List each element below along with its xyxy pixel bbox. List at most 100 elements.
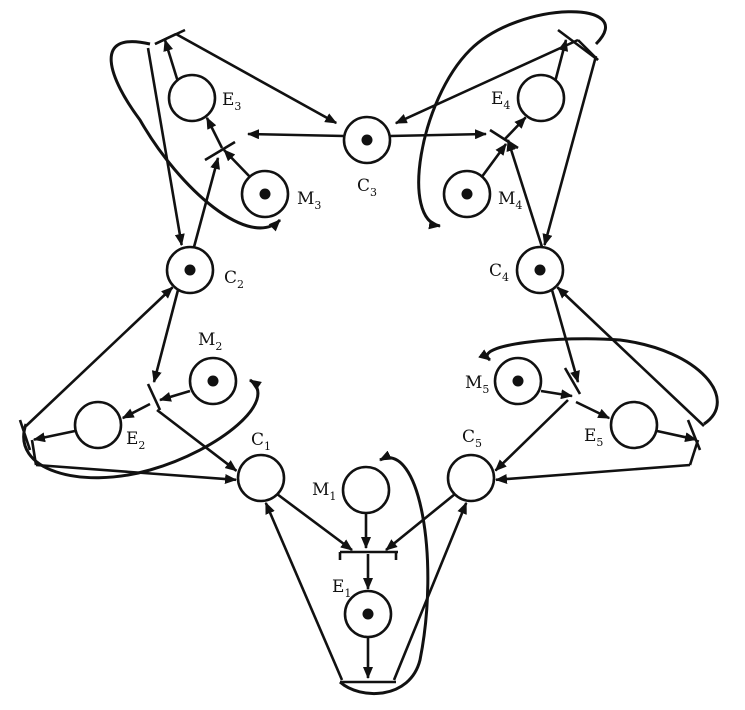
place-label-subscript: 3 [234, 100, 241, 113]
place-label-subscript: 3 [370, 186, 377, 199]
place-label-letter: E [584, 426, 596, 446]
loops-layer [22, 10, 719, 695]
place-label-letter: C [251, 430, 264, 450]
place-label-letter: E [332, 577, 344, 597]
arc [540, 389, 573, 400]
transition-bar [204, 140, 236, 162]
arc [247, 129, 345, 140]
arc [223, 149, 252, 179]
places-layer [73, 73, 659, 639]
arc [656, 429, 698, 443]
place-label-letter: E [491, 89, 503, 109]
arc [394, 38, 579, 125]
arc [503, 116, 527, 141]
place-label-letter: E [222, 90, 234, 110]
place-label-e5: E5 [584, 426, 603, 449]
place-label-m5: M5 [465, 373, 489, 396]
arc [121, 402, 151, 420]
arc [494, 463, 691, 484]
self-loop-arc [478, 337, 719, 426]
place-label-subscript: 4 [502, 271, 509, 284]
arc [146, 47, 185, 247]
transition-bar [146, 383, 162, 411]
place-label-letter: M [297, 189, 314, 209]
place-label-subscript: 1 [344, 587, 351, 600]
transitions-layer [18, 28, 702, 684]
arc [479, 143, 508, 179]
place-label-subscript: 2 [237, 278, 244, 291]
place-label-subscript: 4 [515, 199, 522, 212]
arc [264, 501, 344, 681]
place-label-letter: C [489, 261, 502, 281]
arc [163, 39, 180, 83]
self-loop-arc [338, 450, 430, 695]
place-label-m1: M1 [312, 480, 336, 503]
place-label-subscript: 5 [596, 436, 603, 449]
token-m4 [461, 188, 473, 200]
place-label-subscript: 2 [215, 340, 222, 353]
arcs-layer [25, 32, 705, 681]
arc [550, 289, 580, 383]
transition-bar [489, 128, 519, 150]
arc [159, 389, 191, 402]
place-label-m4: M4 [498, 189, 522, 212]
place-label-letter: C [357, 176, 370, 196]
self-loop-arc [417, 10, 607, 230]
place-label-letter: M [465, 373, 482, 393]
place-label-letter: M [498, 189, 515, 209]
arc [553, 39, 569, 83]
place-m1 [341, 465, 391, 515]
place-label-e3: E3 [222, 90, 241, 113]
arc [205, 116, 224, 149]
token-m5 [512, 375, 524, 387]
place-label-m2: M2 [198, 330, 222, 353]
place-label-subscript: 4 [503, 99, 510, 112]
place-c5 [446, 453, 496, 503]
token-c4 [534, 264, 546, 276]
arc [542, 55, 598, 247]
place-label-letter: M [312, 480, 329, 500]
token-m3 [259, 188, 271, 200]
arc [392, 501, 468, 681]
place-label-c4: C4 [489, 261, 509, 284]
arc [25, 286, 174, 427]
place-label-letter: M [198, 330, 215, 350]
arc [156, 408, 238, 472]
place-e3 [167, 73, 217, 123]
place-label-m3: M3 [297, 189, 321, 212]
transition-bar [154, 28, 186, 46]
token-c2 [184, 264, 196, 276]
arc [32, 429, 76, 443]
place-e5 [609, 400, 659, 450]
transition-bar [18, 419, 32, 451]
transition-bar [563, 367, 582, 395]
place-e4 [516, 73, 566, 123]
token-m2 [207, 375, 219, 387]
transition-bar [686, 419, 702, 451]
place-label-letter: C [224, 268, 237, 288]
place-label-subscript: 2 [138, 439, 145, 452]
place-c1 [236, 453, 286, 503]
arc [575, 400, 611, 420]
self-loop-arc [22, 378, 262, 480]
place-label-letter: C [462, 427, 475, 447]
place-label-c2: C2 [224, 268, 244, 291]
token-e1 [362, 608, 374, 620]
self-loop-arc [109, 40, 282, 232]
arc [389, 129, 487, 140]
place-label-subscript: 3 [314, 199, 321, 212]
place-label-subscript: 5 [482, 383, 489, 396]
place-label-subscript: 5 [475, 437, 482, 450]
arc [556, 286, 705, 427]
arc [151, 289, 180, 383]
place-label-c5: C5 [462, 427, 482, 450]
place-label-letter: E [126, 429, 138, 449]
place-label-e1: E1 [332, 577, 351, 600]
arc [494, 399, 569, 472]
place-label-e4: E4 [491, 89, 510, 112]
arc [385, 492, 456, 552]
token-c3 [361, 134, 373, 146]
